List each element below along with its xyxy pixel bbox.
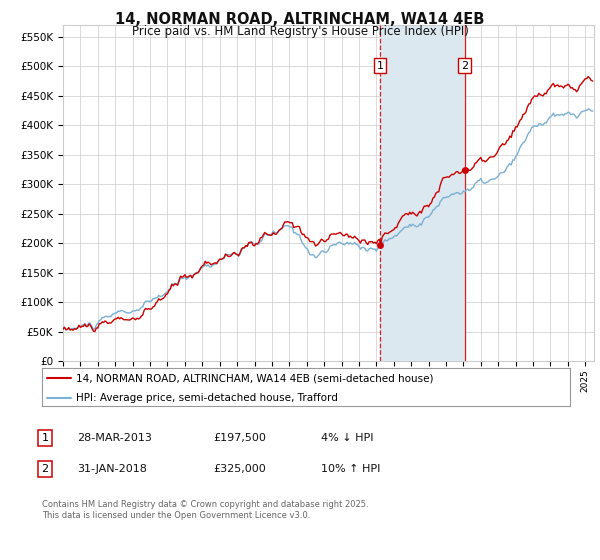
Text: 14, NORMAN ROAD, ALTRINCHAM, WA14 4EB (semi-detached house): 14, NORMAN ROAD, ALTRINCHAM, WA14 4EB (s… xyxy=(76,373,434,383)
Text: 1: 1 xyxy=(377,60,384,71)
Text: 4% ↓ HPI: 4% ↓ HPI xyxy=(321,433,373,443)
Text: £197,500: £197,500 xyxy=(213,433,266,443)
Text: 1: 1 xyxy=(41,433,49,443)
Text: 31-JAN-2018: 31-JAN-2018 xyxy=(77,464,146,474)
Text: 10% ↑ HPI: 10% ↑ HPI xyxy=(321,464,380,474)
Text: 28-MAR-2013: 28-MAR-2013 xyxy=(77,433,152,443)
Text: 2: 2 xyxy=(461,60,469,71)
Text: 14, NORMAN ROAD, ALTRINCHAM, WA14 4EB: 14, NORMAN ROAD, ALTRINCHAM, WA14 4EB xyxy=(115,12,485,27)
Text: £325,000: £325,000 xyxy=(213,464,266,474)
Bar xyxy=(380,25,465,361)
Text: Contains HM Land Registry data © Crown copyright and database right 2025.
This d: Contains HM Land Registry data © Crown c… xyxy=(42,500,368,520)
Text: 2: 2 xyxy=(41,464,49,474)
Text: HPI: Average price, semi-detached house, Trafford: HPI: Average price, semi-detached house,… xyxy=(76,393,338,403)
Text: Price paid vs. HM Land Registry's House Price Index (HPI): Price paid vs. HM Land Registry's House … xyxy=(131,25,469,38)
